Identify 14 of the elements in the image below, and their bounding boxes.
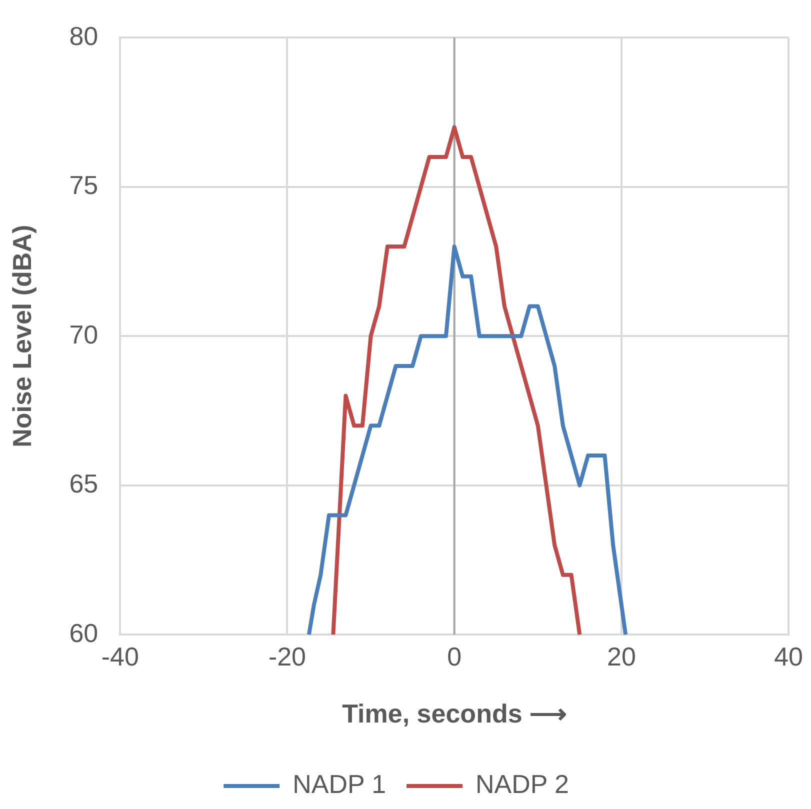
legend-label: NADP 1 bbox=[292, 769, 386, 800]
x-tick-label: 0 bbox=[447, 641, 462, 672]
y-tick-label: 65 bbox=[69, 468, 98, 499]
y-axis-title: Noise Level (dBA) bbox=[6, 224, 37, 448]
x-tick-label: 40 bbox=[774, 641, 803, 672]
x-axis-title: Time, seconds ⟶ bbox=[342, 698, 567, 729]
x-tick-label: -40 bbox=[101, 641, 139, 672]
legend-label: NADP 2 bbox=[476, 769, 569, 800]
y-tick-label: 80 bbox=[69, 20, 98, 51]
x-tick-label: -20 bbox=[268, 641, 306, 672]
y-tick-label: 60 bbox=[69, 618, 98, 648]
y-tick-label: 70 bbox=[69, 319, 98, 350]
x-tick-label: 20 bbox=[606, 641, 636, 672]
y-tick-label: 75 bbox=[69, 170, 98, 200]
